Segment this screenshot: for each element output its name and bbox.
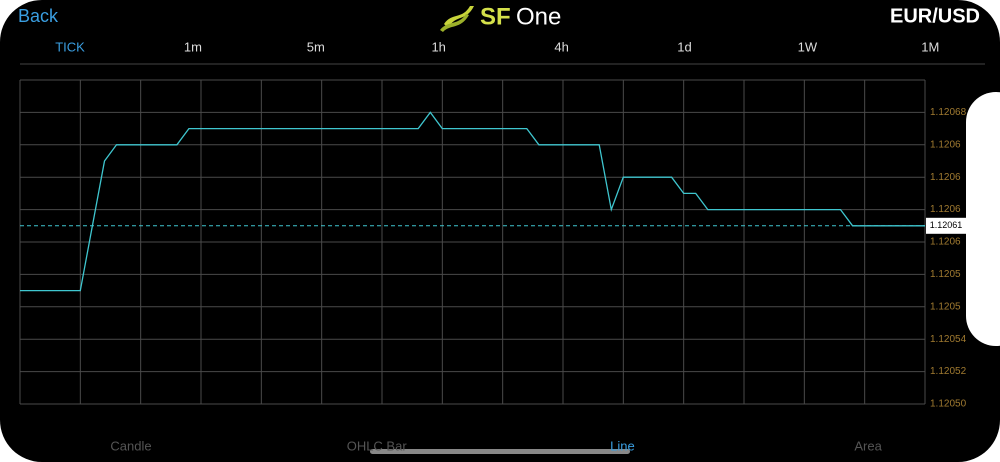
current-price-box [926,217,966,234]
y-tick-label: 1.12068 [930,107,967,118]
y-tick-label: 1.1206 [930,139,961,150]
logo-icon [440,14,469,32]
logo-one: One [516,3,561,30]
timeframe-tab[interactable]: 1h [431,39,445,54]
logo-icon [444,6,474,28]
y-tick-label: 1.1205 [930,269,961,280]
chart-type-tab[interactable]: Area [854,438,882,453]
y-tick-label: 1.1205 [930,301,961,312]
y-tick-label: 1.12054 [930,334,967,345]
timeframe-tab[interactable]: 1m [184,39,202,54]
back-button[interactable]: Back [18,6,59,26]
timeframe-tab[interactable]: 1d [677,39,691,54]
y-tick-label: 1.12050 [930,399,967,410]
y-tick-label: 1.1206 [930,204,961,215]
logo-sf: SF [480,3,511,30]
timeframe-tab[interactable]: 1M [921,39,939,54]
home-indicator [370,449,630,454]
timeframe-tab[interactable]: TICK [55,39,85,54]
y-tick-label: 1.1206 [930,237,961,248]
currency-pair: EUR/USD [890,5,980,27]
chart-type-tab[interactable]: OHLC Bar [347,438,408,453]
price-line [20,111,925,292]
chart-type-tab[interactable]: Candle [110,438,151,453]
notch [966,92,1000,346]
current-price-label: 1.12061 [930,220,963,230]
timeframe-tab[interactable]: 1W [798,39,818,54]
timeframe-tab[interactable]: 5m [307,39,325,54]
y-tick-label: 1.1206 [930,172,961,183]
logo: SF One [440,3,561,32]
chart-type-tab[interactable]: Line [610,438,635,453]
timeframe-tab[interactable]: 4h [554,39,568,54]
y-tick-label: 1.12052 [930,366,967,377]
